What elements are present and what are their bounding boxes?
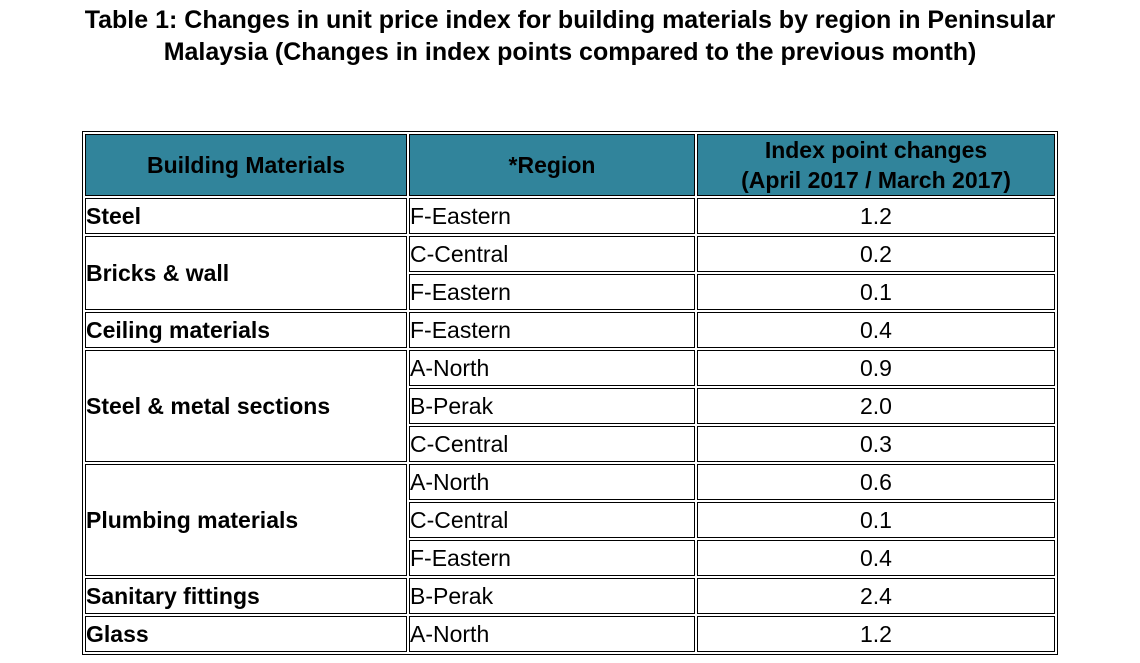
index-change-cell: 0.6 (697, 464, 1055, 500)
table-row: B-Perak 2.0 (85, 388, 1055, 424)
header-index-line-2: (April 2017 / March 2017) (741, 167, 1011, 193)
table-row: F-Eastern 0.1 (85, 274, 1055, 310)
material-cell: Ceiling materials (85, 312, 407, 348)
index-change-cell: 0.1 (697, 274, 1055, 310)
region-cell: F-Eastern (409, 198, 695, 234)
region-cell: C-Central (409, 426, 695, 462)
region-cell: B-Perak (409, 578, 695, 614)
table-title: Table 1: Changes in unit price index for… (0, 4, 1140, 68)
material-cell: Bricks & wall (85, 236, 407, 310)
table-row: Glass A-North 1.2 (85, 616, 1055, 652)
table-row: Steel F-Eastern 1.2 (85, 198, 1055, 234)
header-building-materials: Building Materials (85, 134, 407, 196)
table-row: C-Central 0.1 (85, 502, 1055, 538)
material-cell: Glass (85, 616, 407, 652)
header-index-line-1: Index point changes (764, 137, 988, 163)
header-region: *Region (409, 134, 695, 196)
price-index-table: Building Materials *Region Index point c… (82, 131, 1058, 655)
index-change-cell: 0.1 (697, 502, 1055, 538)
region-cell: A-North (409, 350, 695, 386)
index-change-cell: 0.4 (697, 540, 1055, 576)
index-change-cell: 1.2 (697, 198, 1055, 234)
table-row: Sanitary fittings B-Perak 2.4 (85, 578, 1055, 614)
index-change-cell: 0.4 (697, 312, 1055, 348)
region-cell: B-Perak (409, 388, 695, 424)
region-cell: F-Eastern (409, 540, 695, 576)
index-change-cell: 2.0 (697, 388, 1055, 424)
region-cell: A-North (409, 464, 695, 500)
material-cell: Plumbing materials (85, 464, 407, 576)
material-cell: Steel (85, 198, 407, 234)
table-body: Steel F-Eastern 1.2 Bricks & wall C-Cent… (85, 198, 1055, 652)
table-title-line-2: Malaysia (Changes in index points compar… (163, 38, 977, 66)
region-cell: C-Central (409, 236, 695, 272)
table-row: C-Central 0.3 (85, 426, 1055, 462)
table-row: Steel & metal sections A-North 0.9 (85, 350, 1055, 462)
table-row: Plumbing materials A-North 0.6 (85, 464, 1055, 576)
header-index-point-changes: Index point changes (April 2017 / March … (697, 134, 1055, 196)
region-cell: F-Eastern (409, 312, 695, 348)
index-change-cell: 0.2 (697, 236, 1055, 272)
table-row: Ceiling materials F-Eastern 0.4 (85, 312, 1055, 348)
region-cell: A-North (409, 616, 695, 652)
region-cell: F-Eastern (409, 274, 695, 310)
header-row: Building Materials *Region Index point c… (85, 134, 1055, 196)
table-title-line-1: Table 1: Changes in unit price index for… (84, 6, 1056, 34)
index-change-cell: 0.9 (697, 350, 1055, 386)
material-cell: Steel & metal sections (85, 350, 407, 462)
table-row: Bricks & wall C-Central 0.2 (85, 236, 1055, 310)
table-row: F-Eastern 0.4 (85, 540, 1055, 576)
region-cell: C-Central (409, 502, 695, 538)
index-change-cell: 2.4 (697, 578, 1055, 614)
index-change-cell: 1.2 (697, 616, 1055, 652)
material-cell: Sanitary fittings (85, 578, 407, 614)
index-change-cell: 0.3 (697, 426, 1055, 462)
